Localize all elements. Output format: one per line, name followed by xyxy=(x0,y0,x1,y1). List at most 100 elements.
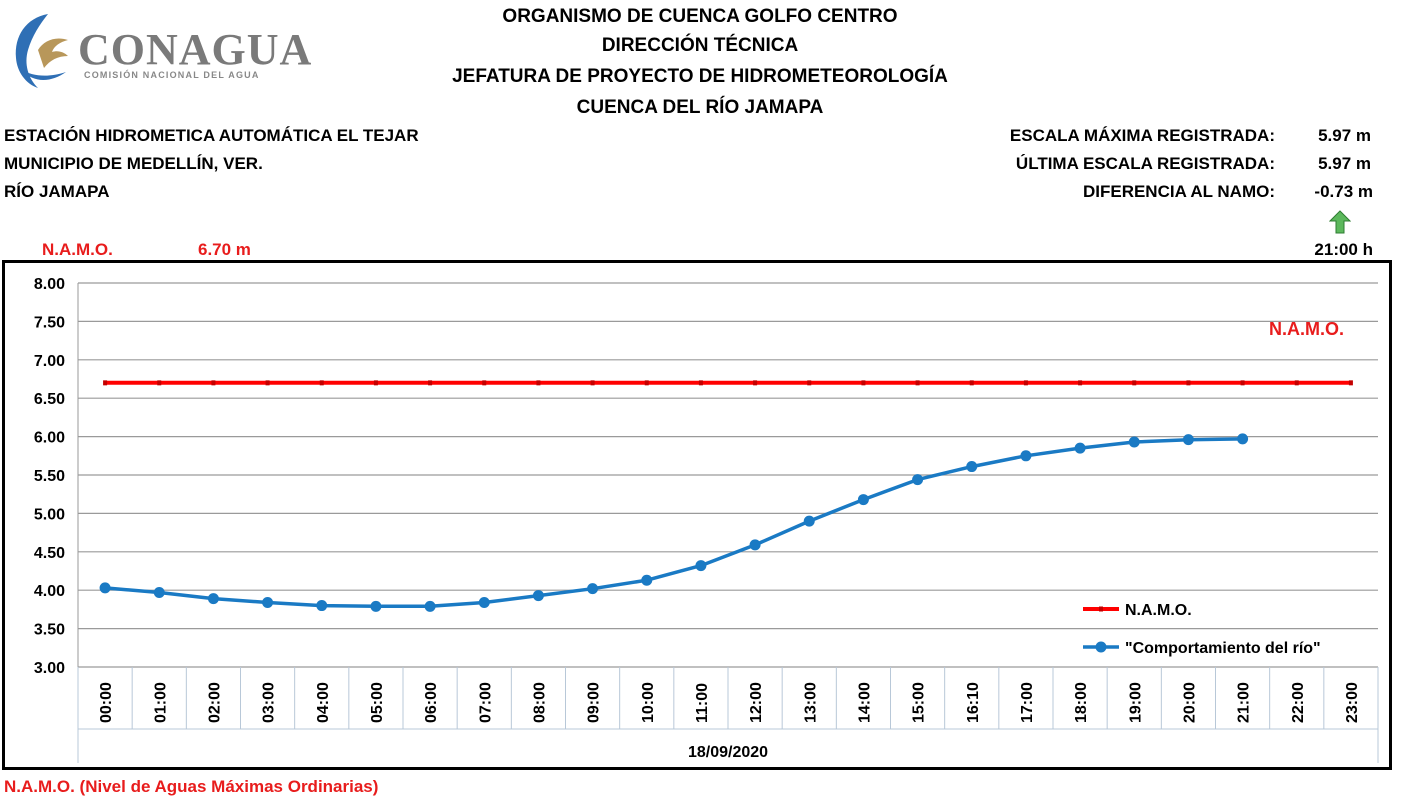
namo-series-point xyxy=(590,380,595,386)
x-tick-label: 08:00 xyxy=(531,682,548,723)
namo-series-point xyxy=(536,380,541,386)
x-tick-label: 16:10 xyxy=(965,682,982,723)
namo-series-point xyxy=(807,380,812,386)
eagle-logo-icon xyxy=(15,14,68,88)
last-reading-time: 21:00 h xyxy=(1314,240,1373,259)
last-scale-value: 5.97 m xyxy=(1318,154,1371,173)
x-tick-label: 13:00 xyxy=(802,682,819,723)
river-series-point xyxy=(912,474,924,486)
namo-label: N.A.M.O. xyxy=(42,240,113,259)
namo-series-point xyxy=(1132,380,1137,386)
river-series-point xyxy=(316,600,328,612)
river-series-point xyxy=(532,590,544,602)
x-tick-label: 06:00 xyxy=(423,682,440,723)
y-tick-label: 4.00 xyxy=(34,583,65,600)
x-tick-label: 04:00 xyxy=(315,682,332,723)
x-tick-label: 14:00 xyxy=(856,682,873,723)
river-series-point xyxy=(1182,434,1194,446)
logo-wordmark: CONAGUA xyxy=(78,25,313,74)
namo-difference-label: DIFERENCIA AL NAMO: xyxy=(1082,182,1275,201)
namo-series-point xyxy=(265,380,270,386)
station-name: ESTACIÓN HIDROMETICA AUTOMÁTICA EL TEJAR xyxy=(4,126,419,145)
river-series-point xyxy=(695,560,707,572)
namo-series-point xyxy=(1023,380,1028,386)
river-series-point xyxy=(966,461,978,473)
river-series-point xyxy=(424,600,436,612)
x-tick-label: 05:00 xyxy=(369,682,386,723)
river-series-point xyxy=(99,582,111,594)
x-tick-label: 10:00 xyxy=(640,682,657,723)
x-tick-label: 20:00 xyxy=(1181,682,1198,723)
namo-series-point xyxy=(1348,380,1353,386)
namo-series-point xyxy=(969,380,974,386)
up-arrow-icon xyxy=(1328,210,1352,239)
x-tick-label: 21:00 xyxy=(1236,682,1253,723)
namo-series-point xyxy=(319,380,324,386)
x-tick-label: 07:00 xyxy=(477,682,494,723)
namo-value: 6.70 m xyxy=(198,240,251,259)
river-series-point xyxy=(1020,450,1032,462)
namo-series-point xyxy=(103,380,108,386)
river-series-point xyxy=(370,600,382,612)
river-series-point xyxy=(587,583,599,595)
river-series-point xyxy=(207,593,219,605)
river-series-line xyxy=(104,437,1243,609)
conagua-logo: CONAGUA COMISIÓN NACIONAL DEL AGUA xyxy=(8,10,318,90)
river-series-point xyxy=(803,515,815,527)
namo-difference-value: -0.73 m xyxy=(1314,182,1373,201)
namo-series-point xyxy=(1078,380,1083,386)
x-tick-label: 03:00 xyxy=(261,682,278,723)
x-tick-label: 00:00 xyxy=(98,682,115,723)
namo-series-point xyxy=(1240,380,1245,386)
logo-subtitle: COMISIÓN NACIONAL DEL AGUA xyxy=(84,70,260,80)
legend-river-label: "Comportamiento del río" xyxy=(1125,640,1321,657)
x-tick-label: 09:00 xyxy=(586,682,603,723)
namo-series-point xyxy=(428,380,433,386)
header-line-2: DIRECCIÓN TÉCNICA xyxy=(601,35,799,56)
namo-series-point xyxy=(482,380,487,386)
legend-namo-marker xyxy=(1099,606,1103,612)
y-tick-label: 6.00 xyxy=(34,430,65,447)
namo-series-point xyxy=(915,380,920,386)
header-line-4: CUENCA DEL RÍO JAMAPA xyxy=(576,97,824,118)
namo-annotation: N.A.M.O. xyxy=(1269,319,1344,339)
x-tick-label: 18:00 xyxy=(1073,682,1090,723)
namo-series-point xyxy=(373,380,378,386)
legend-namo-label: N.A.M.O. xyxy=(1125,602,1192,619)
station-municipality: MUNICIPIO DE MEDELLÍN, VER. xyxy=(4,154,263,173)
y-tick-label: 7.50 xyxy=(34,314,65,331)
river-series-point xyxy=(1237,433,1249,445)
level-chart: 3.00 3.50 4.00 4.50 5.00 5.50 6.00 6.50 7.00 7.50… xyxy=(34,276,1379,763)
x-tick-label: 01:00 xyxy=(152,682,169,723)
y-tick-label: 6.50 xyxy=(34,391,65,408)
river-series-point xyxy=(641,574,653,586)
namo-series-point xyxy=(644,380,649,386)
namo-series-point xyxy=(1294,380,1299,386)
x-tick-label: 11:00 xyxy=(694,683,711,723)
max-scale-value: 5.97 m xyxy=(1318,126,1371,145)
river-series-point xyxy=(749,539,761,551)
x-tick-label: 19:00 xyxy=(1127,682,1144,723)
y-tick-label: 5.00 xyxy=(34,506,65,523)
y-tick-label: 7.00 xyxy=(34,353,65,370)
legend-river-marker xyxy=(1095,641,1107,653)
footer-note: N.A.M.O. (Nivel de Aguas Máximas Ordinar… xyxy=(4,777,379,796)
max-scale-label: ESCALA MÁXIMA REGISTRADA: xyxy=(1009,126,1275,145)
x-tick-label: 12:00 xyxy=(748,682,765,723)
namo-series-point xyxy=(157,380,162,386)
y-tick-label: 4.50 xyxy=(34,545,65,562)
y-tick-label: 3.00 xyxy=(34,660,65,677)
namo-series-point xyxy=(1186,380,1191,386)
header-line-3: JEFATURA DE PROYECTO DE HIDROMETEOROLOGÍ… xyxy=(452,66,948,87)
y-tick-label: 8.00 xyxy=(34,276,65,293)
namo-series-point xyxy=(211,380,216,386)
x-tick-label: 23:00 xyxy=(1344,682,1361,723)
namo-series-point xyxy=(861,380,866,386)
y-tick-label: 5.50 xyxy=(34,468,65,485)
x-tick-label: 22:00 xyxy=(1290,682,1307,723)
station-river: RÍO JAMAPA xyxy=(4,182,110,201)
river-series-point xyxy=(857,494,869,506)
chart-frame: 3.00 3.50 4.00 4.50 5.00 5.50 6.00 6.50 7.00 7.50… xyxy=(2,260,1392,770)
river-series-point xyxy=(262,596,274,608)
namo-series-point xyxy=(698,380,703,386)
